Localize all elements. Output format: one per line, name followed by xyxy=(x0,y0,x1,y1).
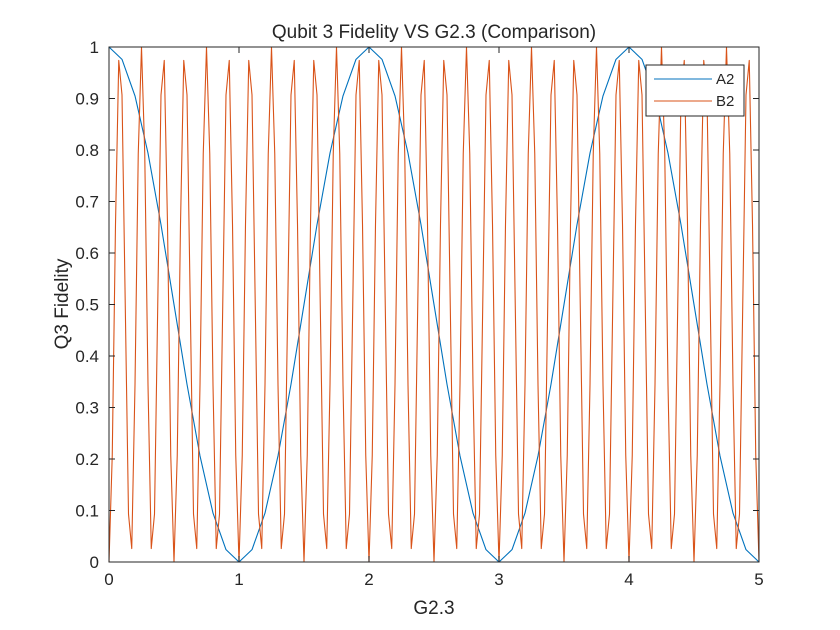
y-tick-label: 0.9 xyxy=(75,90,99,109)
legend-label-b2: B2 xyxy=(716,93,734,110)
y-axis-label: Q3 Fidelity xyxy=(52,258,73,349)
y-axis-ticks: 0 0.1 0.2 0.3 0.4 0.5 0.6 0.7 0.8 0.9 1 xyxy=(75,38,759,572)
y-tick-label: 0 xyxy=(90,553,99,572)
y-tick-label: 0.4 xyxy=(75,347,99,366)
x-axis-label: G2.3 xyxy=(413,598,454,619)
x-tick-label: 0 xyxy=(104,570,113,589)
y-tick-label: 0.2 xyxy=(75,450,99,469)
legend-label-a2: A2 xyxy=(716,71,734,88)
x-tick-label: 4 xyxy=(624,570,633,589)
x-axis-ticks: 0 1 2 3 4 5 xyxy=(104,47,764,589)
x-tick-label: 1 xyxy=(234,570,243,589)
y-tick-label: 0.7 xyxy=(75,193,99,212)
y-tick-label: 0.1 xyxy=(75,502,99,521)
x-tick-label: 3 xyxy=(494,570,503,589)
x-tick-label: 2 xyxy=(364,570,373,589)
x-tick-label: 5 xyxy=(754,570,763,589)
y-tick-label: 0.6 xyxy=(75,244,99,263)
legend-box xyxy=(645,64,745,117)
y-tick-label: 1 xyxy=(90,38,99,57)
y-tick-label: 0.8 xyxy=(75,141,99,160)
chart-title: Qubit 3 Fidelity VS G2.3 (Comparison) xyxy=(272,22,596,43)
y-tick-label: 0.3 xyxy=(75,399,99,418)
y-tick-label: 0.5 xyxy=(75,296,99,315)
